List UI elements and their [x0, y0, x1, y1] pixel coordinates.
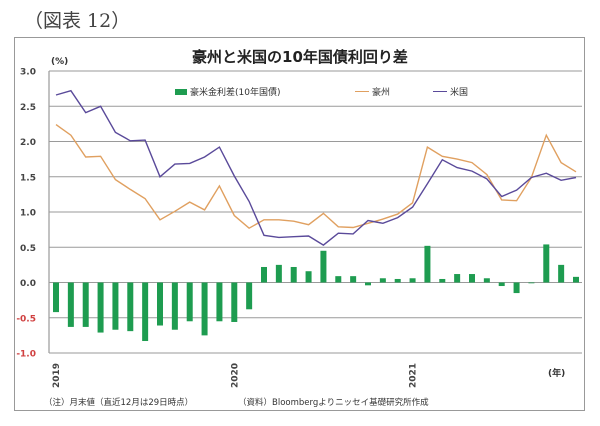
- legend-swatch-line-icon: [433, 91, 447, 92]
- spread-bar: [439, 278, 446, 283]
- spread-bar: [543, 244, 550, 283]
- legend-item-australia: 豪州: [355, 85, 390, 98]
- spread-bar: [67, 282, 74, 327]
- spread-bar: [261, 266, 267, 283]
- y-tick-label: 2.5: [20, 103, 36, 113]
- legend-label-australia: 豪州: [372, 88, 391, 98]
- spread-bar: [157, 282, 163, 326]
- gridlines: [49, 70, 582, 354]
- y-tick-label: -0.5: [16, 314, 36, 324]
- spread-bar: [201, 282, 208, 336]
- spread-bar: [231, 282, 238, 322]
- spread-bar: [275, 264, 282, 283]
- spread-bar: [469, 274, 475, 283]
- spread-bar: [142, 282, 149, 342]
- spread-bar: [82, 282, 89, 327]
- y-tick-label: 0.0: [20, 279, 36, 289]
- spread-bar: [379, 278, 386, 283]
- x-axis-unit: (年): [548, 369, 566, 379]
- y-tick-label: 2.0: [20, 138, 36, 148]
- chart-title: 豪州と米国の10年国債利回り差: [192, 48, 408, 66]
- spread-bar: [112, 282, 119, 330]
- y-axis-ticks: 3.0 2.5 2.0 1.5 1.0 0.5 0.0 -0.5 -1.0: [16, 68, 36, 360]
- footnote: （注）月末値（直近12月は29日時点）: [44, 398, 194, 408]
- australia-line: [55, 124, 577, 230]
- y-tick-label: 3.0: [20, 68, 36, 78]
- x-tick-label: 2019: [52, 363, 62, 388]
- spread-bar: [365, 282, 371, 286]
- legend-swatch-bar-icon: [175, 88, 187, 95]
- spread-bar: [53, 282, 59, 313]
- us-line: [55, 89, 577, 246]
- spread-bar: [394, 278, 401, 283]
- spread-bar: [454, 274, 461, 283]
- spread-bar: [216, 282, 223, 322]
- spread-bar: [186, 282, 193, 322]
- legend-item-spread: 豪米金利差(10年国債): [175, 85, 280, 98]
- legend-label-us: 米国: [450, 88, 469, 98]
- spread-bar: [127, 282, 134, 332]
- x-axis-ticks: 2019 2020 2021: [52, 363, 419, 388]
- y-tick-label: 1.5: [20, 173, 36, 183]
- spread-bar: [350, 276, 357, 283]
- spread-bar: [290, 266, 297, 283]
- spread-bar: [513, 282, 520, 294]
- source-note: （資料）Bloombergよりニッセイ基礎研究所作成: [238, 398, 429, 408]
- legend-label-spread: 豪米金利差(10年国債): [190, 88, 281, 98]
- spread-bar: [573, 276, 579, 283]
- chart-frame: [14, 37, 585, 411]
- legend-item-us: 米国: [433, 85, 468, 98]
- spread-bar: [498, 282, 505, 287]
- y-axis-unit: (%): [51, 57, 69, 67]
- spread-bar: [424, 245, 431, 283]
- spread-bar: [305, 271, 312, 283]
- spread-bars: [53, 244, 579, 342]
- spread-bar: [483, 278, 490, 283]
- figure-label: （図表 12）: [24, 10, 131, 32]
- y-tick-label: 0.5: [20, 244, 36, 254]
- spread-bar: [335, 276, 342, 283]
- y-tick-label: -1.0: [16, 350, 36, 360]
- spread-bar: [97, 282, 104, 333]
- spread-bar: [409, 278, 416, 283]
- y-tick-label: 1.0: [20, 209, 36, 219]
- spread-bar: [246, 282, 253, 310]
- spread-bar: [558, 264, 565, 283]
- x-tick-label: 2021: [409, 363, 419, 388]
- spread-bar: [320, 250, 327, 283]
- spread-bar: [171, 282, 178, 330]
- spread-bar: [528, 282, 535, 284]
- x-tick-label: 2020: [230, 363, 240, 388]
- legend-swatch-line-icon: [355, 91, 369, 92]
